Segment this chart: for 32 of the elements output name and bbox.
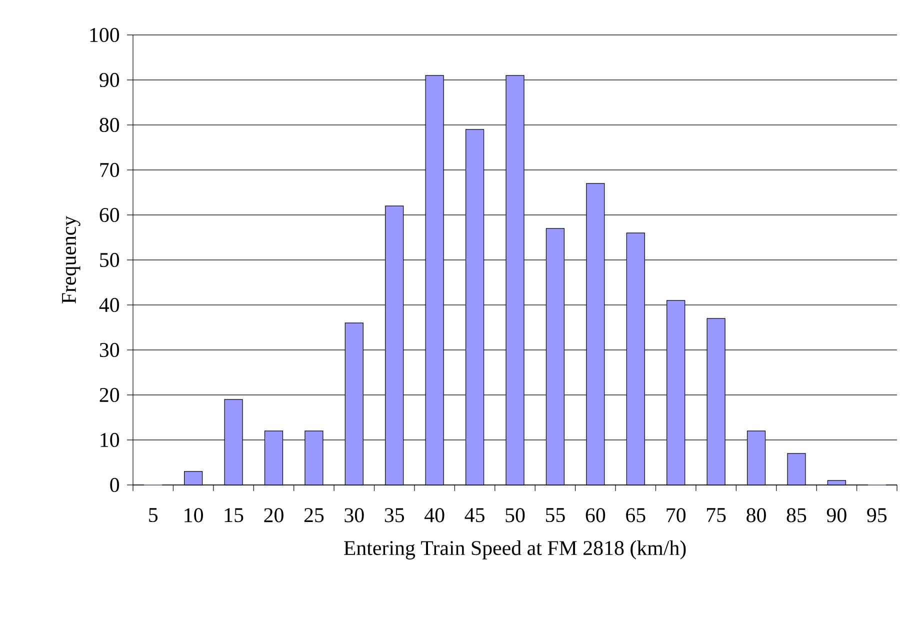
x-tick-label: 60 — [586, 508, 606, 522]
x-tick-label: 75 — [706, 508, 726, 522]
x-tick-label: 15 — [224, 508, 244, 522]
x-tick-label: 5 — [149, 508, 158, 522]
x-tick-label: 25 — [304, 508, 324, 522]
y-tick-label: 50 — [100, 252, 120, 268]
x-tick-label: 65 — [626, 508, 646, 522]
x-tick-label: 10 — [184, 508, 203, 522]
y-tick-label: 70 — [100, 162, 120, 178]
x-tick-label: 85 — [786, 508, 806, 522]
x-tick-label: 35 — [384, 508, 404, 522]
x-tick-label: 40 — [424, 508, 444, 522]
x-tick-label: 90 — [826, 508, 846, 522]
x-tick-label: 30 — [344, 508, 364, 522]
y-tick-label: 100 — [90, 28, 120, 42]
y-tick-label: 90 — [100, 72, 120, 88]
x-tick-label: 20 — [264, 508, 284, 522]
y-tick-label: 80 — [100, 118, 120, 132]
x-tick-label: 80 — [746, 508, 766, 522]
y-axis-title: Frequency — [62, 216, 80, 304]
y-tick-label: 30 — [100, 342, 120, 358]
y-tick-label: 40 — [99, 298, 120, 312]
y-tick-label: 10 — [100, 432, 120, 448]
x-tick-label: 95 — [867, 508, 887, 522]
y-tick-label: 20 — [100, 388, 120, 402]
x-tick-label: 70 — [666, 508, 686, 522]
y-tick-label: 60 — [100, 208, 120, 222]
x-tick-label: 50 — [506, 508, 525, 522]
x-tick-label: 55 — [546, 508, 565, 522]
x-tick-label: 45 — [464, 508, 484, 522]
y-tick-label: 0 — [110, 478, 120, 492]
x-axis-title: Entering Train Speed at FM 2818 (km/h) — [344, 540, 686, 560]
